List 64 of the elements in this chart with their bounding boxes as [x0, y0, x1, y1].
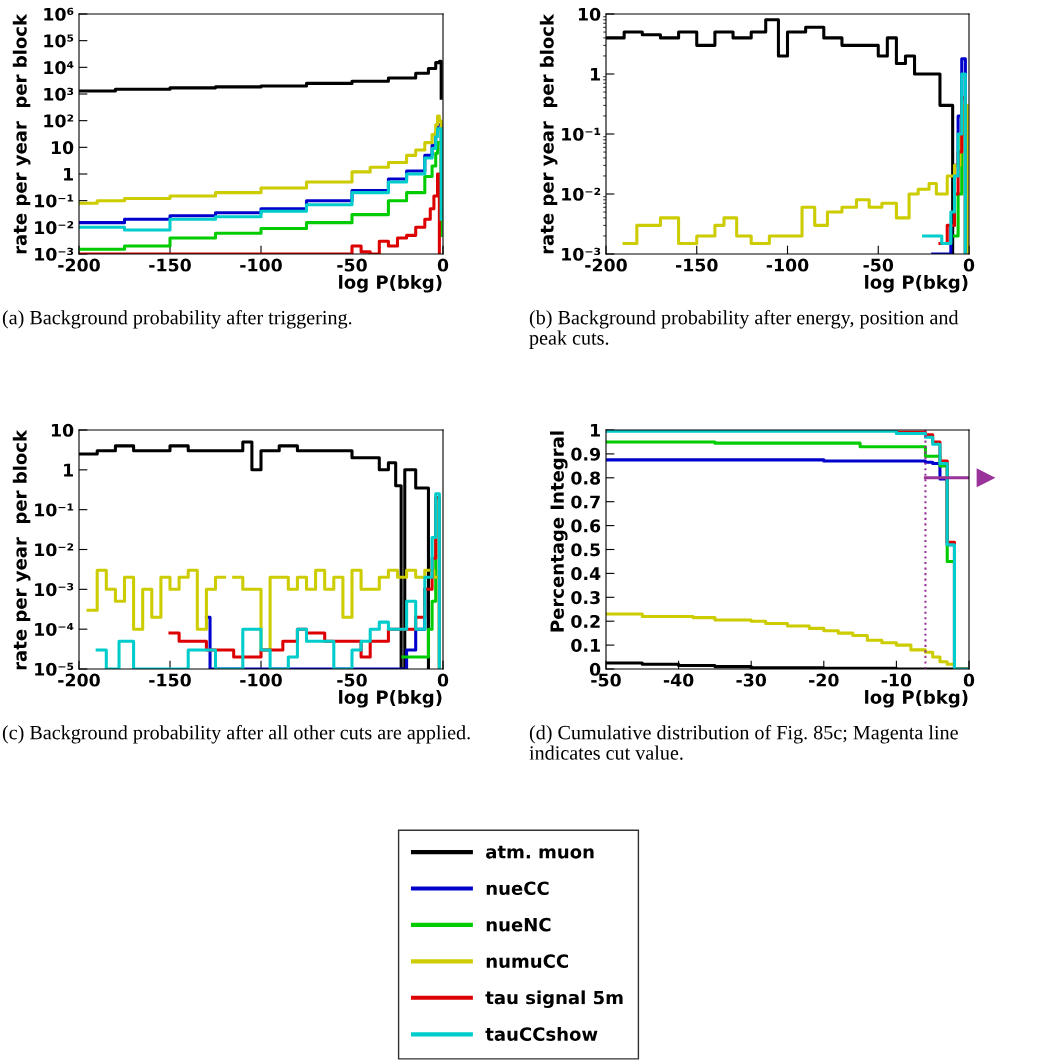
y-tick-label: 1	[64, 463, 73, 477]
y-tick-label: 10⁴	[44, 61, 74, 75]
legend-label: nueNC	[486, 917, 551, 932]
y-tick-label: 10⁶	[44, 7, 74, 21]
y-tick-label: 10⁵	[44, 34, 74, 48]
x-tick-label: -20	[809, 673, 839, 687]
y-tick-label: 10²	[44, 114, 74, 128]
y-tick-label: 1	[64, 167, 73, 181]
y-tick-label: 0.2	[571, 614, 600, 629]
x-tick-label: -40	[663, 673, 694, 687]
text: (d) Cumulative distribution of Fig. 85c; Magenta line indicates cut value.	[529, 725, 958, 760]
x-tick-label: 0	[437, 673, 449, 687]
x-tick-label: -100	[766, 258, 809, 272]
y-tick-label: 0.7	[571, 495, 600, 509]
y-tick-label: 10⁻³	[35, 583, 74, 597]
x-tick-label: 0	[437, 258, 449, 272]
x-axis-title: log P(bkg)	[339, 274, 442, 293]
x-tick-label: -150	[149, 258, 191, 272]
y-tick-label: 10	[51, 141, 74, 155]
text: (c) Background probability after all other cuts are applied.	[2, 725, 470, 744]
x-tick-label: 0	[963, 258, 975, 272]
legend-label: tau signal 5m	[485, 990, 623, 1008]
x-tick-label: -30	[736, 673, 767, 687]
x-tick-label: -10	[881, 673, 912, 687]
legend-label: atm. muon	[486, 845, 594, 859]
legend-label: tauCCshow	[485, 1026, 598, 1041]
y-axis-title: Percentage Integral	[549, 431, 568, 632]
y-tick-label: 10	[578, 7, 601, 21]
y-tick-label: 10⁻²	[35, 221, 74, 235]
x-axis-title: log P(bkg)	[865, 689, 968, 708]
x-tick-label: 0	[963, 673, 975, 687]
y-tick-label: 0.6	[571, 519, 601, 533]
y-tick-label: 10⁻²	[562, 187, 601, 201]
y-tick-label: 1	[591, 423, 600, 437]
y-tick-label: 10⁻²	[35, 543, 74, 557]
y-axis-title: rate per year per block	[12, 429, 31, 670]
y-tick-label: 0.4	[571, 567, 601, 581]
text: (b) Background probability after energy, position and peak cuts.	[529, 310, 959, 349]
legend-label: nueCC	[486, 881, 549, 896]
y-axis-title: rate per year per block	[539, 13, 558, 254]
x-tick-label: -50	[863, 258, 894, 272]
y-tick-label: 0.3	[571, 591, 600, 605]
y-tick-label: 10⁻¹	[35, 503, 74, 517]
y-tick-label: 10³	[44, 87, 74, 101]
x-tick-label: -150	[675, 258, 718, 272]
x-axis-title: log P(bkg)	[339, 689, 442, 708]
y-tick-label: 10⁻⁴	[35, 622, 74, 637]
text: (a) Background probability after triggering.	[2, 310, 352, 329]
y-tick-label: 10⁻¹	[562, 127, 601, 141]
y-tick-label: 0.8	[571, 471, 601, 485]
y-tick-label: 10⁻¹	[35, 194, 74, 208]
y-axis-title: rate per year per block	[12, 13, 31, 254]
x-tick-label: -150	[149, 673, 191, 687]
y-tick-label: 1	[591, 67, 600, 81]
y-tick-label: 0.9	[571, 447, 601, 461]
x-tick-label: -50	[337, 673, 367, 687]
legend-label: numuCC	[486, 954, 568, 968]
y-tick-label: 0.5	[571, 543, 600, 557]
x-tick-label: -50	[337, 258, 367, 272]
x-tick-label: -100	[240, 258, 282, 272]
y-tick-label: 0.1	[571, 638, 600, 652]
x-tick-label: -100	[240, 673, 282, 687]
x-axis-title: log P(bkg)	[865, 274, 968, 293]
y-tick-label: 10	[51, 423, 74, 437]
